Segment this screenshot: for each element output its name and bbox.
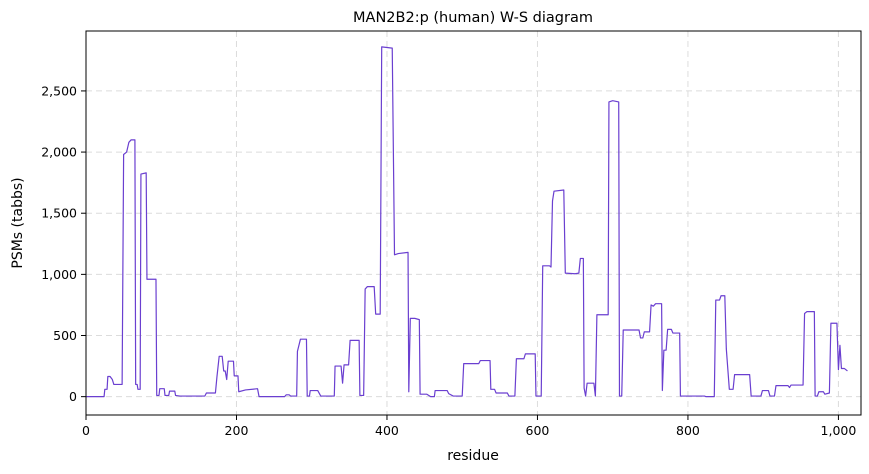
x-tick-label: 800 bbox=[676, 423, 700, 438]
x-tick-label: 1,000 bbox=[821, 423, 857, 438]
y-tick-label: 2,500 bbox=[41, 83, 77, 98]
axes-frame bbox=[85, 30, 862, 416]
chart-title: MAN2B2:p (human) W-S diagram bbox=[353, 10, 593, 26]
x-tick-label: 600 bbox=[526, 423, 550, 438]
y-tick-label: 2,000 bbox=[41, 145, 77, 160]
x-axis-title: residue bbox=[447, 448, 499, 464]
series-line-0 bbox=[86, 46, 848, 398]
tick-layer: 0 200 400 600 800 1,000 0 500 1,000 1,500 2,000 2,5… bbox=[41, 83, 856, 438]
y-tick-label: 1,000 bbox=[41, 267, 77, 282]
y-tick-label: 1,500 bbox=[41, 206, 77, 221]
y-axis-title: PSMs (tabbs) bbox=[10, 177, 26, 268]
y-tick-label: 0 bbox=[69, 389, 77, 404]
x-tick-label: 400 bbox=[375, 423, 399, 438]
x-tick-label: 200 bbox=[225, 423, 249, 438]
grid-layer bbox=[85, 31, 861, 415]
y-tick-label: 500 bbox=[53, 328, 77, 343]
x-tick-label: 0 bbox=[82, 423, 90, 438]
data-layer bbox=[86, 46, 848, 398]
